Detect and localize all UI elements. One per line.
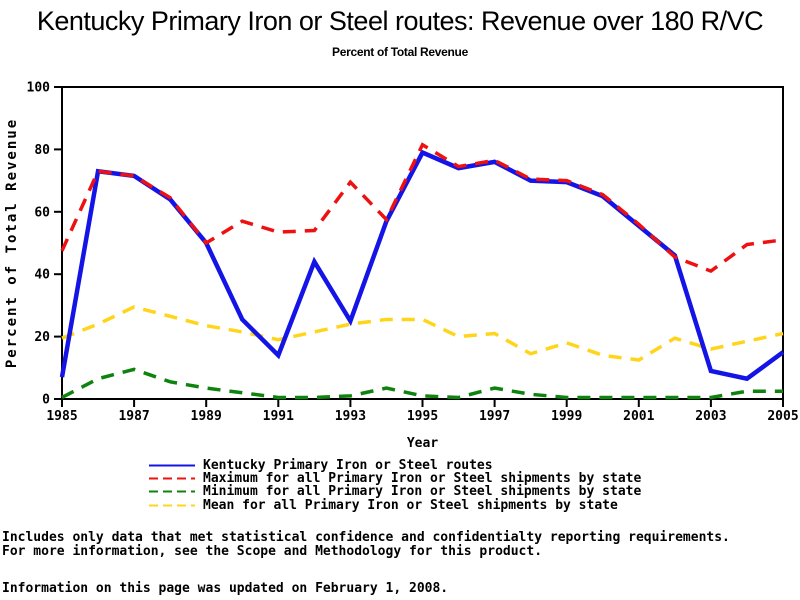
legend-item-2: Maximum for all Primary Iron or Steel sh…	[149, 471, 642, 487]
legend-line-swatch	[149, 504, 195, 507]
y-tick-label: 40	[34, 268, 50, 283]
footnote-block: Includes only data that met statistical …	[2, 531, 730, 559]
series-line-4	[61, 305, 784, 362]
chart-title: Kentucky Primary Iron or Steel routes: R…	[36, 6, 764, 36]
line-chart: 0 20 40 60 80 100 1985 1987 1989 1991 1993 1995 1997…	[4, 81, 799, 452]
chart-subtitle: Percent of Total Revenue	[332, 45, 468, 59]
series-line-3	[61, 367, 783, 400]
legend-line-swatch	[149, 477, 195, 480]
y-tick-label: 100	[27, 81, 51, 96]
legend-label: Kentucky Primary Iron or Steel routes	[203, 458, 493, 474]
y-tick-label: 80	[34, 143, 50, 158]
plot-frame	[61, 86, 784, 400]
updated-note: Information on this page was updated on …	[2, 581, 449, 596]
chart-legend: Kentucky Primary Iron or Steel routes Max…	[149, 458, 642, 513]
x-tick-label: 1989	[191, 409, 222, 424]
legend-label: Mean for all Primary Iron or Steel shipm…	[203, 497, 618, 513]
legend-item-1: Kentucky Primary Iron or Steel routes	[149, 458, 641, 474]
x-tick-label: 1997	[479, 409, 510, 424]
legend-item-3: Minimum for all Primary Iron or Steel sh…	[149, 484, 642, 500]
x-tick-label: 2003	[695, 409, 726, 424]
legend-label: Maximum for all Primary Iron or Steel sh…	[203, 471, 642, 487]
series-line-1	[59, 149, 785, 382]
series-line-2	[60, 142, 784, 274]
legend-line-swatch	[149, 464, 195, 467]
footnote-line: For more information, see the Scope and …	[2, 544, 543, 559]
x-axis-title: Year	[407, 436, 438, 451]
y-tick-label: 60	[34, 205, 50, 220]
x-tick-label: 1987	[118, 409, 149, 424]
x-tick-label: 1985	[46, 409, 77, 424]
x-tick-label: 2001	[623, 409, 654, 424]
x-tick-label: 1995	[407, 409, 438, 424]
x-tick-label: 1999	[551, 409, 582, 424]
legend-label: Minimum for all Primary Iron or Steel sh…	[203, 484, 642, 500]
legend-item-4: Mean for all Primary Iron or Steel shipm…	[149, 497, 641, 513]
x-tick-label: 1991	[263, 409, 294, 424]
x-tick-label: 2005	[767, 409, 798, 424]
y-tick-label: 20	[34, 330, 50, 345]
x-tick-label: 1993	[335, 409, 366, 424]
y-tick-label: 0	[42, 393, 50, 408]
legend-line-swatch	[149, 490, 195, 493]
y-axis-title: Percent of Total Revenue	[4, 118, 20, 368]
footnote-line: Includes only data that met statistical …	[2, 530, 730, 545]
